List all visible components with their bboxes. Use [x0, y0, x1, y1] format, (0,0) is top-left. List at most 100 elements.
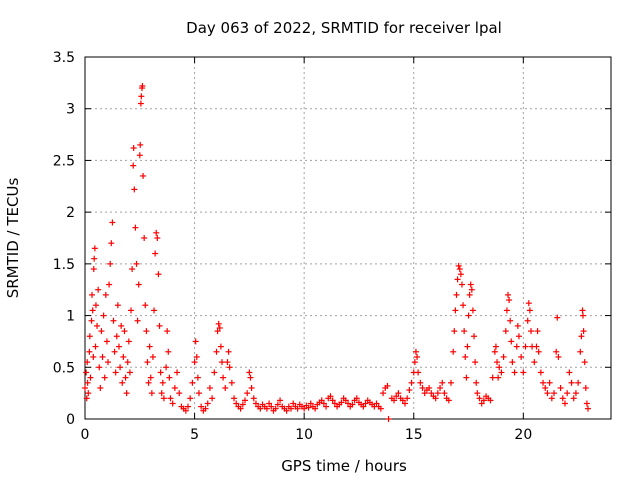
data-point [384, 382, 391, 389]
x-tick-label: 0 [81, 427, 90, 443]
data-point [250, 395, 257, 402]
data-point [244, 390, 251, 397]
data-point [164, 328, 171, 335]
data-point [540, 379, 547, 386]
data-point [437, 384, 444, 391]
data-point [476, 395, 483, 402]
data-point [195, 390, 202, 397]
data-point [452, 307, 459, 314]
data-point [533, 343, 540, 350]
x-tick-label: 20 [514, 427, 532, 443]
data-point [130, 162, 137, 169]
data-point [531, 359, 538, 366]
data-point [454, 276, 461, 283]
data-point [353, 395, 360, 402]
data-point [137, 141, 144, 148]
data-point [90, 353, 97, 360]
data-point [542, 384, 549, 391]
data-point [526, 307, 533, 314]
data-point [84, 379, 91, 386]
data-point [327, 393, 334, 400]
data-point [215, 320, 222, 327]
data-point [166, 374, 173, 381]
data-point [160, 395, 167, 402]
data-point [494, 359, 501, 366]
data-point [520, 369, 527, 376]
data-point [248, 384, 255, 391]
data-point [489, 374, 496, 381]
data-point [233, 400, 240, 407]
data-point [548, 395, 555, 402]
data-point [575, 379, 582, 386]
data-point [537, 369, 544, 376]
data-point [130, 145, 137, 152]
data-point [564, 390, 571, 397]
chart-title: Day 063 of 2022, SRMTID for receiver lpa… [186, 19, 502, 37]
data-point [266, 400, 273, 407]
data-point [120, 353, 127, 360]
data-point [231, 395, 238, 402]
data-point [132, 224, 139, 231]
data-point [312, 405, 319, 412]
data-point [163, 364, 170, 371]
data-point [360, 403, 367, 410]
data-point [86, 348, 93, 355]
data-point [401, 400, 408, 407]
data-point [110, 317, 117, 324]
data-point [124, 359, 131, 366]
data-point [513, 343, 520, 350]
data-point [257, 405, 264, 412]
data-point [503, 307, 510, 314]
data-point [399, 397, 406, 404]
data-point [323, 403, 330, 410]
data-point [88, 317, 95, 324]
data-point [453, 291, 460, 298]
data-point [307, 400, 314, 407]
data-point [445, 397, 452, 404]
data-point [450, 348, 457, 355]
data-point [272, 405, 279, 412]
x-tick-label: 15 [405, 427, 423, 443]
data-point [472, 359, 479, 366]
data-point [583, 400, 590, 407]
data-point [99, 353, 106, 360]
data-point [209, 395, 216, 402]
data-point [277, 397, 284, 404]
data-point [511, 369, 518, 376]
data-point [461, 328, 468, 335]
data-point [417, 379, 424, 386]
data-point [555, 353, 562, 360]
data-point [393, 393, 400, 400]
data-point [391, 397, 398, 404]
data-point [528, 328, 535, 335]
data-point [492, 343, 499, 350]
data-point [342, 397, 349, 404]
data-point [102, 291, 109, 298]
data-point [189, 379, 196, 386]
grid [85, 57, 611, 419]
data-point [478, 400, 485, 407]
data-point [121, 328, 128, 335]
y-tick-label: 2.5 [53, 153, 75, 169]
data-point [216, 324, 223, 331]
data-point [338, 399, 345, 406]
data-point [89, 307, 96, 314]
data-point [143, 328, 150, 335]
y-tick-label: 0.5 [53, 360, 75, 376]
data-point [97, 384, 104, 391]
data-point [462, 353, 469, 360]
data-point [204, 400, 211, 407]
data-point [226, 364, 233, 371]
data-point [559, 395, 566, 402]
data-point [274, 401, 281, 408]
data-point [239, 401, 246, 408]
data-point [84, 359, 91, 366]
data-point [106, 281, 113, 288]
data-point [125, 338, 132, 345]
data-point [185, 403, 192, 410]
data-point [191, 359, 198, 366]
data-point [412, 348, 419, 355]
data-point [217, 343, 224, 350]
data-point [500, 353, 507, 360]
data-point [147, 374, 154, 381]
